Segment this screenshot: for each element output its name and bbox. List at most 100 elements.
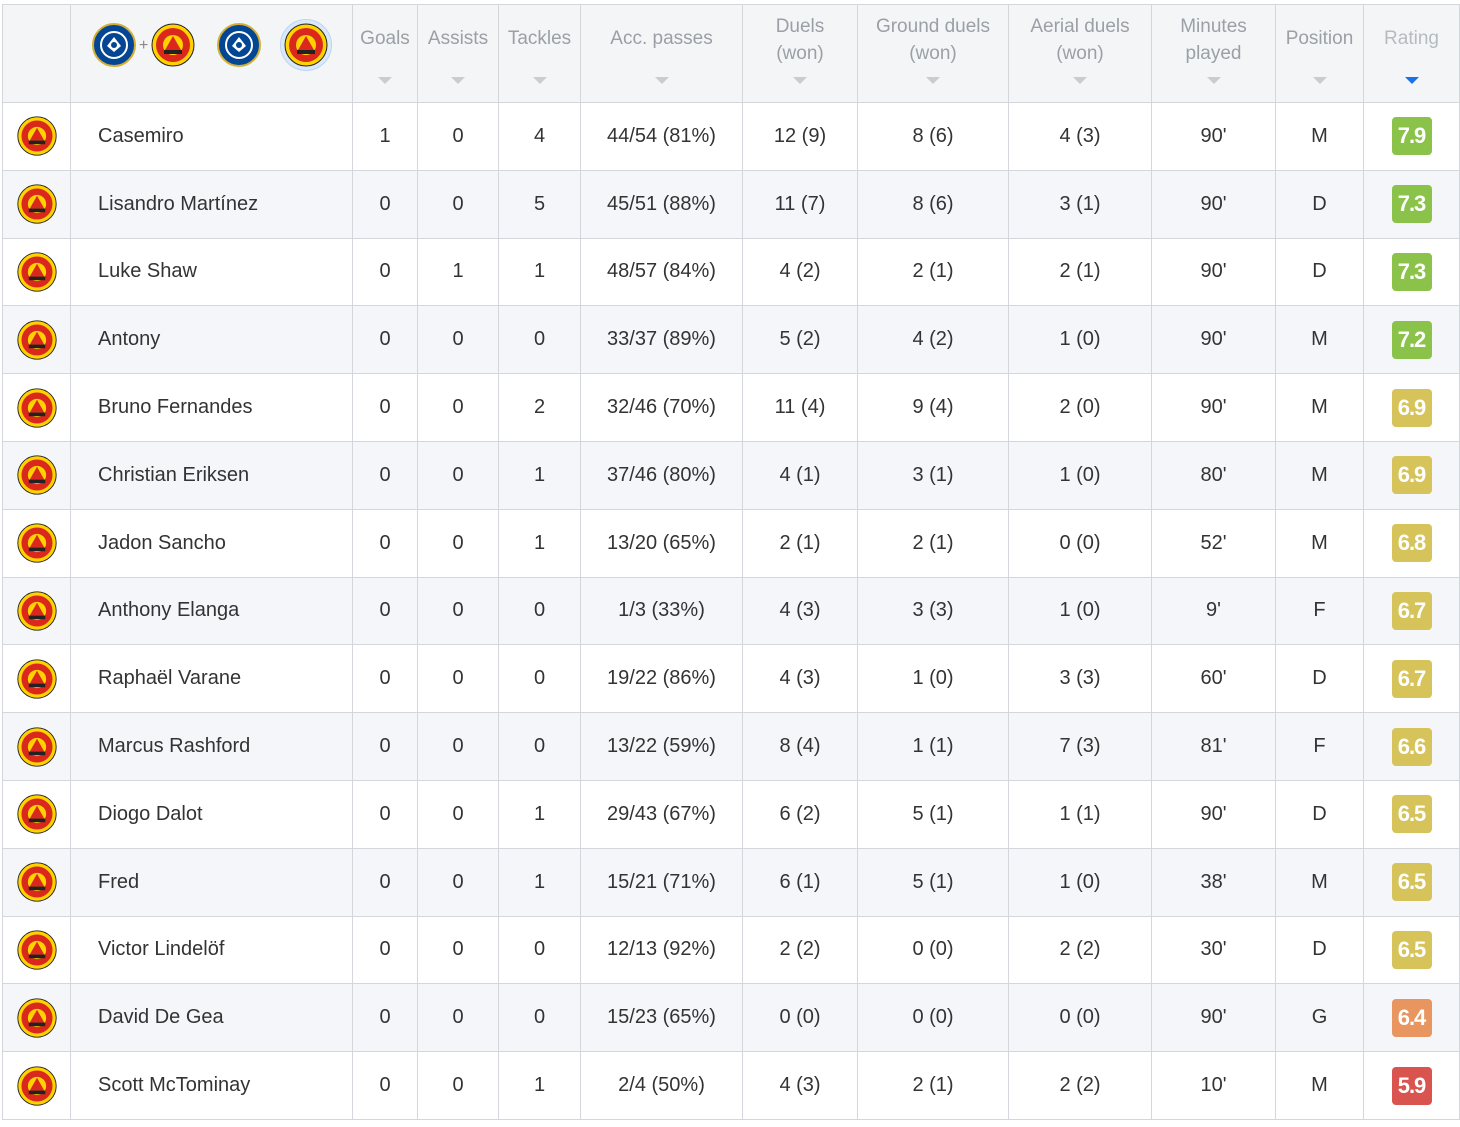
stat-acc-passes: 37/46 (80%) — [580, 440, 743, 510]
stat-tackles: 0 — [498, 576, 581, 646]
table-row[interactable]: Diogo Dalot 0 0 1 29/43 (67%) 6 (2) 5 (1) 1 (1)… — [2, 779, 1460, 849]
table-row[interactable]: Luke Shaw 0 1 1 48/57 (84%) 4 (2) 2 (1) 2 (1) 90… — [2, 237, 1460, 307]
team-crest-cell — [2, 169, 71, 239]
table-row[interactable]: Scott McTominay 0 0 1 2/4 (50%) 4 (3) 2 (1) 2 (… — [2, 1051, 1460, 1120]
filter-both-teams-button[interactable]: + — [89, 20, 198, 70]
rating-badge: 6.6 — [1391, 727, 1432, 766]
stat-duels: 4 (3) — [742, 644, 858, 714]
team-crest-cell — [2, 847, 71, 917]
table-row[interactable]: David De Gea 0 0 0 15/23 (65%) 0 (0) 0 (0) 0 (0… — [2, 983, 1460, 1053]
player-name[interactable]: Victor Lindelöf — [70, 915, 353, 985]
player-name[interactable]: Lisandro Martínez — [70, 169, 353, 239]
stat-tackles: 1 — [498, 440, 581, 510]
player-name[interactable]: Raphaël Varane — [70, 644, 353, 714]
player-name[interactable]: Jadon Sancho — [70, 508, 353, 578]
table-row[interactable]: Fred 0 0 1 15/21 (71%) 6 (1) 5 (1) 1 (0) 38' M 6.5 — [2, 847, 1460, 917]
stat-tackles: 0 — [498, 915, 581, 985]
table-row[interactable]: Jadon Sancho 0 0 1 13/20 (65%) 2 (1) 2 (1) 0 (0… — [2, 508, 1460, 578]
stat-ground-duels: 1 (0) — [857, 644, 1009, 714]
player-name[interactable]: Antony — [70, 305, 353, 375]
sort-arrow-icon — [532, 77, 547, 84]
column-header-aerial-duels[interactable]: Aerial duels (won) — [1008, 4, 1152, 103]
player-name[interactable]: David De Gea — [70, 983, 353, 1053]
stat-acc-passes: 2/4 (50%) — [580, 1051, 743, 1120]
filter-chelsea-button[interactable] — [214, 20, 264, 70]
rating-cell: 6.7 — [1363, 644, 1460, 714]
stat-goals: 0 — [352, 644, 418, 714]
player-name[interactable]: Bruno Fernandes — [70, 373, 353, 442]
stat-tackles: 1 — [498, 847, 581, 917]
stat-assists: 0 — [417, 305, 499, 375]
column-header-goals[interactable]: Goals — [352, 4, 418, 103]
table-row[interactable]: Christian Eriksen 0 0 1 37/46 (80%) 4 (1) 3 (1… — [2, 440, 1460, 510]
stat-tackles: 0 — [498, 644, 581, 714]
stat-assists: 0 — [417, 440, 499, 510]
player-name[interactable]: Casemiro — [70, 102, 353, 171]
stat-aerial-duels: 2 (1) — [1008, 237, 1152, 307]
table-row[interactable]: Victor Lindelöf 0 0 0 12/13 (92%) 2 (2) 0 (0) 2… — [2, 915, 1460, 985]
player-name[interactable]: Christian Eriksen — [70, 440, 353, 510]
stat-ground-duels: 2 (1) — [857, 508, 1009, 578]
stat-goals: 0 — [352, 508, 418, 578]
column-header-ground-duels[interactable]: Ground duels (won) — [857, 4, 1009, 103]
stat-duels: 6 (2) — [742, 779, 858, 849]
sort-arrow-icon — [1312, 77, 1327, 84]
column-header-minutes-played[interactable]: Minutes played — [1151, 4, 1276, 103]
man-utd-crest-icon — [16, 997, 58, 1039]
table-row[interactable]: Marcus Rashford 0 0 0 13/22 (59%) 8 (4) 1 (1) 7… — [2, 712, 1460, 781]
player-name[interactable]: Anthony Elanga — [70, 576, 353, 646]
stat-duels: 6 (1) — [742, 847, 858, 917]
stat-tackles: 1 — [498, 237, 581, 307]
player-name[interactable]: Fred — [70, 847, 353, 917]
player-name[interactable]: Luke Shaw — [70, 237, 353, 307]
stat-goals: 0 — [352, 373, 418, 442]
stat-assists: 0 — [417, 712, 499, 781]
stat-minutes: 90' — [1151, 779, 1276, 849]
team-crest-cell — [2, 712, 71, 781]
rating-cell: 7.9 — [1363, 102, 1460, 171]
stat-acc-passes: 45/51 (88%) — [580, 169, 743, 239]
table-row[interactable]: Lisandro Martínez 0 0 5 45/51 (88%) 11 (7) 8 (… — [2, 169, 1460, 239]
table-row[interactable]: Raphaël Varane 0 0 0 19/22 (86%) 4 (3) 1 (0) 3 … — [2, 644, 1460, 714]
player-rows: Casemiro 1 0 4 44/54 (81%) 12 (9) 8 (6) 4 (3) 90… — [2, 102, 1460, 1120]
stat-minutes: 9' — [1151, 576, 1276, 646]
man-utd-crest-icon — [16, 454, 58, 496]
column-header-acc-passes[interactable]: Acc. passes — [580, 4, 743, 103]
stat-ground-duels: 3 (1) — [857, 440, 1009, 510]
table-row[interactable]: Anthony Elanga 0 0 0 1/3 (33%) 4 (3) 3 (3) 1 (0… — [2, 576, 1460, 646]
table-row[interactable]: Bruno Fernandes 0 0 2 32/46 (70%) 11 (4) 9 (4)… — [2, 373, 1460, 442]
stat-assists: 0 — [417, 576, 499, 646]
rating-badge: 7.3 — [1391, 185, 1432, 224]
stat-aerial-duels: 1 (0) — [1008, 305, 1152, 375]
rating-cell: 6.5 — [1363, 915, 1460, 985]
stat-tackles: 1 — [498, 508, 581, 578]
team-crest-cell — [2, 102, 71, 171]
rating-cell: 7.3 — [1363, 169, 1460, 239]
team-crest-cell — [2, 440, 71, 510]
player-name[interactable]: Diogo Dalot — [70, 779, 353, 849]
stat-aerial-duels: 1 (0) — [1008, 440, 1152, 510]
column-header-assists[interactable]: Assists — [417, 4, 499, 103]
rating-badge: 6.9 — [1391, 456, 1432, 495]
column-header-duels[interactable]: Duels (won) — [742, 4, 858, 103]
filter-man-utd-button[interactable] — [280, 19, 333, 71]
man-utd-crest-icon — [16, 861, 58, 903]
player-name[interactable]: Marcus Rashford — [70, 712, 353, 781]
team-crest-cell — [2, 1051, 71, 1120]
column-header-position[interactable]: Position — [1275, 4, 1364, 103]
rating-badge: 5.9 — [1391, 1066, 1432, 1105]
man-utd-crest-icon — [16, 929, 58, 971]
stat-position: M — [1275, 1051, 1364, 1120]
column-header-tackles[interactable]: Tackles — [498, 4, 581, 103]
table-row[interactable]: Antony 0 0 0 33/37 (89%) 5 (2) 4 (2) 1 (0) 90' M 7… — [2, 305, 1460, 375]
stat-position: M — [1275, 847, 1364, 917]
sort-arrow-icon — [1206, 77, 1221, 84]
stat-duels: 5 (2) — [742, 305, 858, 375]
man-utd-crest-icon — [16, 319, 58, 361]
table-row[interactable]: Casemiro 1 0 4 44/54 (81%) 12 (9) 8 (6) 4 (3) 90… — [2, 102, 1460, 171]
man-utd-crest-icon — [150, 22, 196, 68]
player-name[interactable]: Scott McTominay — [70, 1051, 353, 1120]
stat-aerial-duels: 1 (0) — [1008, 847, 1152, 917]
stat-acc-passes: 29/43 (67%) — [580, 779, 743, 849]
column-header-rating[interactable]: Rating — [1363, 4, 1460, 103]
